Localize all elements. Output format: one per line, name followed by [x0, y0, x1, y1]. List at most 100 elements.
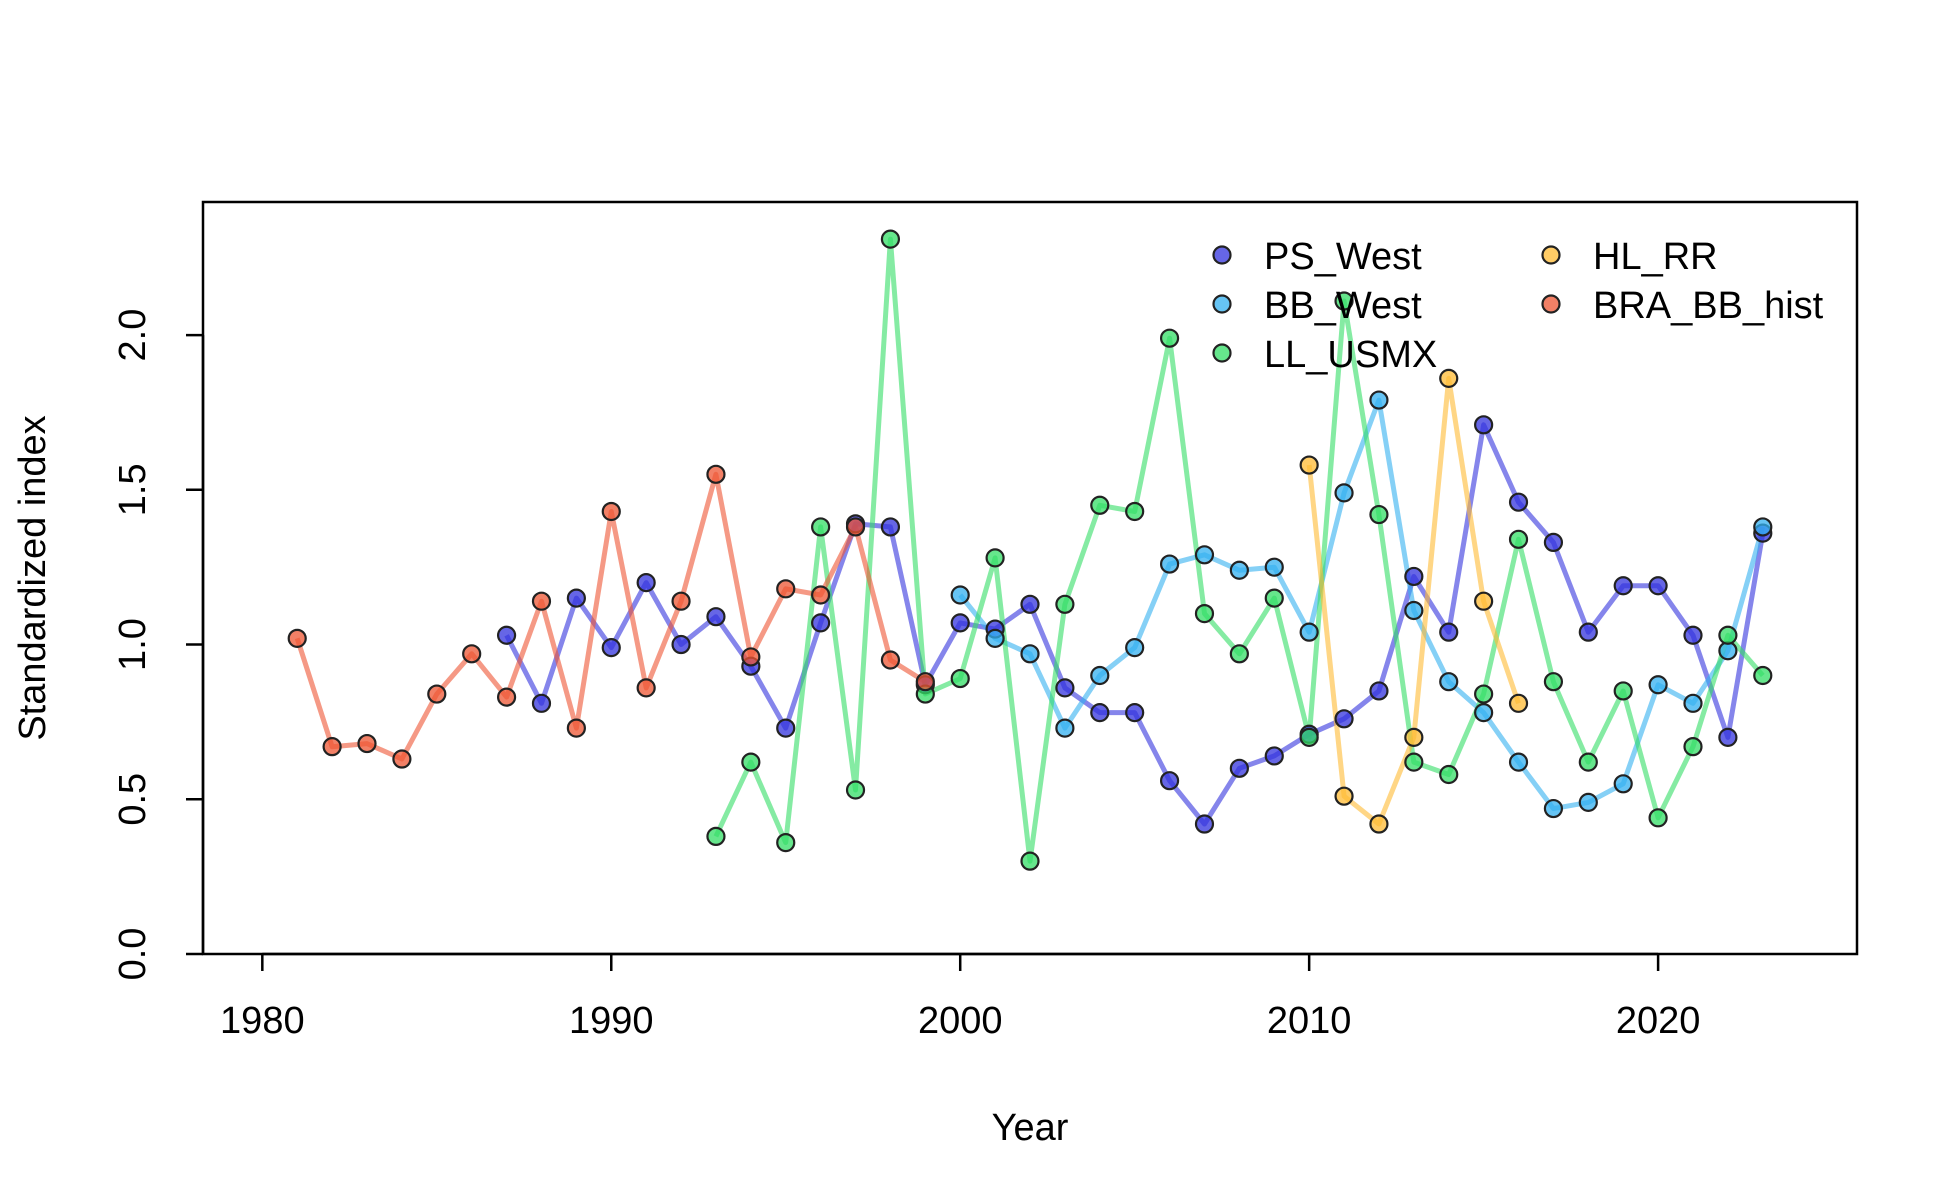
data-point-PS_West	[601, 638, 621, 658]
data-point-HL_RR	[1508, 693, 1529, 713]
data-point-BRA_BB_hist	[322, 737, 342, 757]
data-point-HL_RR	[1474, 591, 1494, 611]
data-point-BB_West	[1613, 774, 1633, 794]
data-point-PS_West	[566, 588, 586, 608]
data-point-PS_West	[1229, 758, 1249, 778]
data-point-PS_West	[1090, 703, 1110, 723]
data-point-BRA_BB_hist	[811, 585, 831, 605]
data-point-PS_West	[880, 517, 901, 537]
data-point-BB_West	[1753, 517, 1773, 537]
data-point-BRA_BB_hist	[601, 501, 621, 522]
data-point-BB_West	[1299, 622, 1319, 642]
data-point-BB_West	[985, 628, 1005, 648]
data-point-PS_West	[1508, 492, 1529, 512]
data-point-LL_USMX	[1125, 501, 1145, 522]
data-point-BB_West	[1090, 665, 1110, 686]
y-axis-label: Standardized index	[12, 415, 54, 740]
data-point-BB_West	[1229, 560, 1249, 580]
y-tick-label: 2.0	[112, 309, 154, 362]
data-point-PS_West	[706, 607, 726, 627]
data-point-LL_USMX	[1474, 684, 1494, 704]
data-point-PS_West	[671, 634, 691, 655]
data-point-LL_USMX	[1404, 752, 1424, 772]
data-point-BB_West	[1369, 390, 1389, 410]
data-point-PS_West	[1020, 594, 1040, 614]
data-point-PS_West	[776, 718, 796, 738]
data-point-PS_West	[1648, 576, 1668, 596]
data-point-BB_West	[1474, 703, 1494, 723]
y-axis: 0.0 0.5 1.0 1.5 2.0	[112, 309, 205, 980]
x-tick-label: 1990	[569, 1000, 654, 1042]
data-point-BRA_BB_hist	[915, 672, 935, 692]
data-point-PS_West	[1369, 681, 1389, 701]
series-line-BB_West	[958, 397, 1766, 812]
data-point-PS_West	[1683, 625, 1703, 645]
data-point-LL_USMX	[1753, 665, 1773, 686]
data-point-LL_USMX	[1683, 737, 1703, 757]
data-point-HL_RR	[1369, 814, 1389, 834]
data-point-PS_West	[1543, 532, 1564, 553]
data-point-BRA_BB_hist	[566, 718, 586, 738]
legend-label: BRA_BB_hist	[1593, 285, 1824, 327]
legend-marker	[1212, 245, 1232, 265]
data-point-BRA_BB_hist	[287, 628, 307, 648]
data-point-BB_West	[1578, 792, 1598, 812]
data-point-LL_USMX	[985, 548, 1005, 568]
data-point-LL_USMX	[1369, 504, 1389, 525]
data-point-BB_West	[1404, 600, 1424, 621]
data-point-BRA_BB_hist	[636, 678, 656, 698]
data-point-LL_USMX	[1055, 594, 1075, 614]
x-axis-label: Year	[992, 1107, 1069, 1149]
data-point-BRA_BB_hist	[741, 647, 761, 667]
data-point-PS_West	[531, 693, 552, 713]
y-tick-label: 1.0	[112, 618, 154, 671]
data-point-BB_West	[1334, 483, 1354, 503]
data-point-BRA_BB_hist	[671, 591, 691, 611]
data-point-BRA_BB_hist	[776, 579, 796, 599]
data-point-BRA_BB_hist	[845, 517, 866, 537]
data-point-BB_West	[1055, 718, 1075, 738]
data-point-HL_RR	[1299, 455, 1319, 475]
data-point-PS_West	[1613, 576, 1633, 596]
data-point-PS_West	[1578, 622, 1598, 642]
data-point-BB_West	[1648, 675, 1668, 695]
data-point-BRA_BB_hist	[496, 687, 517, 707]
data-point-BB_West	[950, 585, 970, 605]
data-point-LL_USMX	[1264, 588, 1284, 608]
data-point-BB_West	[1683, 693, 1703, 713]
data-point-PS_West	[1439, 622, 1459, 642]
data-point-BB_West	[1543, 798, 1564, 819]
data-point-PS_West	[496, 625, 517, 645]
data-point-LL_USMX	[1439, 764, 1459, 785]
data-point-LL_USMX	[1194, 603, 1215, 624]
data-point-LL_USMX	[1718, 625, 1738, 645]
legend-label: HL_RR	[1593, 236, 1718, 278]
data-point-BB_West	[1125, 638, 1145, 658]
data-point-PS_West	[950, 613, 970, 633]
legend-marker	[1541, 294, 1561, 314]
data-point-HL_RR	[1439, 368, 1459, 388]
data-point-LL_USMX	[741, 752, 761, 772]
data-point-PS_West	[1055, 678, 1075, 698]
data-point-BRA_BB_hist	[357, 733, 377, 754]
data-point-LL_USMX	[950, 668, 970, 689]
data-point-BRA_BB_hist	[706, 464, 726, 484]
legend: PS_West BB_West LL_USMX HL_RR BRA_BB_hist	[1212, 236, 1824, 376]
legend-marker	[1541, 245, 1561, 265]
data-point-LL_USMX	[880, 229, 901, 249]
data-point-LL_USMX	[1299, 727, 1319, 747]
x-tick-label: 2020	[1616, 1000, 1701, 1042]
data-point-BB_West	[1508, 752, 1529, 772]
data-point-LL_USMX	[1229, 644, 1249, 664]
data-point-LL_USMX	[1543, 672, 1564, 692]
data-point-LL_USMX	[1090, 495, 1110, 515]
data-point-BB_West	[1020, 644, 1040, 664]
data-point-LL_USMX	[776, 832, 796, 853]
data-point-HL_RR	[1334, 786, 1354, 806]
legend-label: LL_USMX	[1264, 334, 1437, 376]
data-point-LL_USMX	[1578, 752, 1598, 772]
data-point-BB_West	[1159, 554, 1180, 574]
data-point-LL_USMX	[845, 780, 866, 800]
data-point-BRA_BB_hist	[531, 591, 552, 611]
